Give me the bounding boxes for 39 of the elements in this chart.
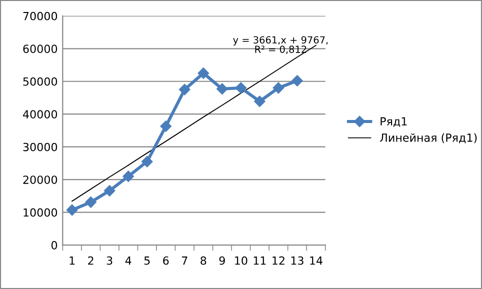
point: [141, 156, 153, 168]
x-tick-label: 11: [254, 256, 266, 265]
y-tick-label: 60000: [23, 44, 58, 54]
point: [254, 96, 266, 107]
y-tick-label: 10000: [24, 208, 58, 217]
y-tick-label: 70000: [23, 12, 58, 20]
point: [66, 204, 78, 216]
point: [216, 83, 228, 95]
point: [104, 185, 116, 196]
x-tick-label: 7: [182, 256, 188, 265]
point: [85, 196, 96, 208]
y-tick-label: 0: [51, 241, 58, 250]
x-tick-label: 4: [125, 256, 132, 265]
point: [198, 68, 209, 79]
x-tick-label: 12: [272, 256, 284, 265]
x-tick-label: 3: [106, 256, 112, 265]
legend-label: Линейная (Ряд1): [380, 133, 477, 144]
x-tick-label: 6: [163, 256, 169, 265]
y-tick-label: 40000: [22, 110, 58, 118]
point: [160, 120, 172, 132]
x-tick-label: 9: [219, 256, 225, 265]
x-tick-label: 1: [70, 256, 75, 265]
point: [122, 170, 134, 182]
y-tick-label: 50000: [23, 77, 58, 86]
x-tick-label: 8: [200, 256, 206, 265]
x-tick-label: 5: [144, 256, 150, 265]
point: [179, 84, 190, 96]
x-tick-label: 10: [235, 256, 248, 265]
x-tick-label: 2: [88, 256, 94, 265]
point: [235, 82, 247, 94]
line-series: [72, 44, 316, 202]
point: [272, 82, 284, 94]
x-tick-label: 14: [310, 256, 322, 265]
point: [292, 75, 303, 86]
x-tick-label: 13: [291, 256, 304, 265]
legend-label: Ряд1: [380, 117, 407, 127]
annotation: y = 3661,x + 9767, R² = 0,812: [233, 36, 328, 54]
y-tick-label: 20000: [23, 176, 58, 184]
y-tick-label: 30000: [23, 142, 58, 152]
